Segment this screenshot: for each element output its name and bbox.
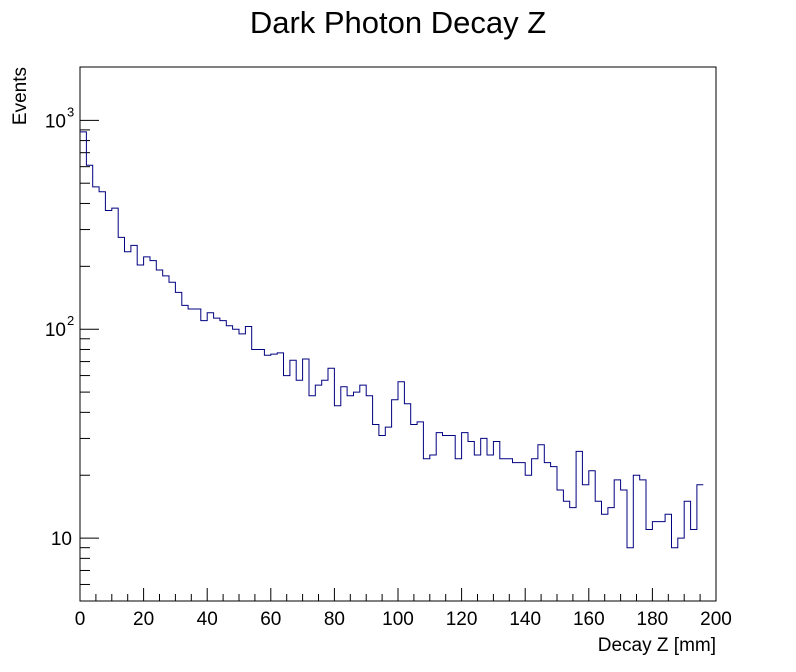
x-tick-label: 20	[133, 609, 154, 630]
y-tick-label: 10	[45, 320, 66, 341]
x-tick-label: 100	[382, 609, 414, 630]
x-tick-label: 80	[324, 609, 345, 630]
y-tick-label: 10	[45, 111, 66, 132]
x-axis-ticks: 0 20 40 60 80 100 120 140 160 180 200	[75, 588, 732, 630]
y-axis-label: Events	[10, 67, 31, 125]
y-tick-exponent: 2	[67, 313, 74, 328]
x-tick-label: 140	[509, 609, 541, 630]
x-tick-label: 200	[700, 609, 732, 630]
y-tick-exponent: 3	[67, 104, 74, 119]
x-tick-label: 180	[637, 609, 669, 630]
x-axis-label: Decay Z [mm]	[598, 635, 716, 656]
plot-frame	[79, 66, 717, 602]
x-tick-label: 120	[446, 609, 478, 630]
y-tick-label: 10	[51, 529, 72, 550]
histogram-series-line	[80, 131, 704, 549]
x-tick-label: 40	[197, 609, 218, 630]
x-tick-label: 0	[75, 609, 86, 630]
chart-title: Dark Photon Decay Z	[250, 5, 546, 40]
x-tick-label: 160	[573, 609, 605, 630]
x-tick-label: 60	[260, 609, 281, 630]
